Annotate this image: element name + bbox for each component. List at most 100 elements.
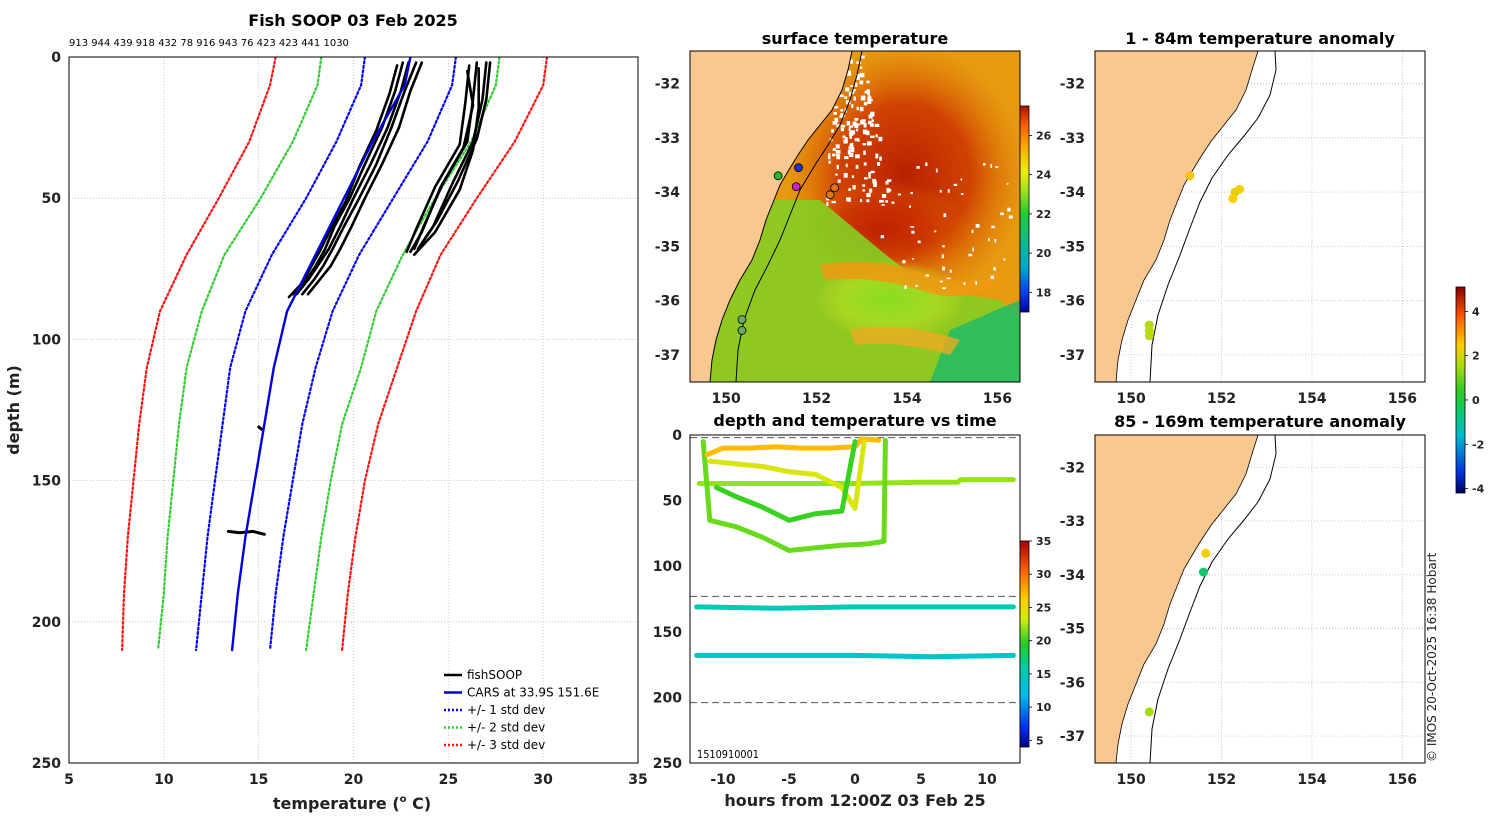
- fishsoop-profile: [420, 61, 492, 245]
- cloud-speck: [947, 189, 950, 193]
- anomaly-upper-points: [1144, 171, 1245, 341]
- anomaly-upper-land: [1095, 51, 1259, 382]
- map-ytick: -33: [655, 131, 680, 147]
- depth-time-track: [713, 439, 858, 523]
- cloud-speck: [835, 173, 838, 176]
- cloud-speck: [859, 80, 864, 85]
- cloud-speck: [878, 136, 883, 142]
- cloud-speck: [885, 181, 889, 185]
- sst-cold-shelf: [930, 300, 1020, 382]
- map-xtick: 150: [1117, 772, 1146, 788]
- cloud-speck: [875, 134, 878, 138]
- anomaly-lower-panel: 85 - 169m temperature anomaly 150 152 154 1…: [1060, 286, 1485, 788]
- station-marker: [791, 182, 801, 192]
- colorbar-ticklabel: 30: [1036, 568, 1052, 581]
- cloud-speck: [826, 197, 830, 201]
- land-mass: [690, 51, 852, 382]
- anomaly-point: [1185, 171, 1195, 181]
- cloud-speck: [853, 96, 856, 101]
- cloud-speck: [844, 156, 849, 160]
- map-xtick: 150: [712, 391, 741, 407]
- sst-colorbar-ticks: 18 20 22 24 26: [1029, 129, 1052, 299]
- cloud-speck: [866, 199, 870, 203]
- profile-grid: [69, 57, 638, 763]
- profile-xtick: 10: [154, 772, 174, 788]
- cloud-speck: [845, 100, 851, 105]
- cloud-speck: [870, 123, 874, 127]
- cloud-speck: [868, 172, 871, 177]
- cloud-speck: [867, 91, 870, 96]
- cloud-speck: [872, 180, 877, 185]
- depth-time-tracks: [694, 436, 1016, 660]
- cloud-speck: [860, 66, 863, 69]
- depth-time-title: depth and temperature vs time: [713, 411, 996, 430]
- cloud-speck: [863, 101, 868, 106]
- cloud-speck: [935, 168, 938, 173]
- cloud-speck: [843, 139, 848, 144]
- depth-time-xtick: 5: [916, 772, 926, 788]
- station-marker: [773, 171, 783, 181]
- cloud-speck: [1007, 207, 1011, 212]
- sst-orange-band: [820, 261, 1000, 297]
- cloud-speck: [854, 138, 859, 142]
- cloud-speck: [862, 184, 866, 187]
- station-marker: [794, 163, 803, 173]
- cloud-speck: [891, 201, 895, 204]
- profile-std2-high-line: [305, 57, 501, 652]
- map-ytick: -33: [1060, 131, 1085, 147]
- colorbar-ticklabel: 15: [1036, 668, 1051, 681]
- profile-title: Fish SOOP 03 Feb 2025: [248, 11, 457, 30]
- profile-ytick: 50: [42, 191, 62, 207]
- cloud-speck: [946, 277, 951, 280]
- cloud-speck: [864, 90, 868, 94]
- cloud-speck: [834, 106, 839, 109]
- cloud-speck: [849, 134, 852, 139]
- map-ytick: -35: [655, 239, 680, 255]
- temp-colorbar-ticks: 5 10 15 20 25 30 35: [1029, 535, 1052, 747]
- colorbar-ticklabel: 4: [1472, 305, 1480, 318]
- cloud-speck: [870, 170, 875, 174]
- cloud-speck: [885, 200, 888, 203]
- cloud-speck: [870, 99, 873, 102]
- fishsoop-profile: [405, 64, 471, 254]
- anomaly-upper-frame: [1094, 50, 1426, 383]
- map-ytick: -36: [1060, 675, 1085, 691]
- cloud-speck: [836, 155, 841, 160]
- depth-time-ytick: 50: [663, 494, 683, 510]
- cloud-speck: [866, 89, 870, 93]
- map-ytick: -35: [1060, 622, 1085, 638]
- cloud-speck: [866, 80, 870, 84]
- cloud-speck: [844, 96, 848, 99]
- station-marker: [825, 190, 835, 200]
- profile-xtick: 35: [628, 772, 647, 788]
- cloud-speck: [852, 89, 856, 92]
- cloud-speck: [870, 111, 875, 117]
- profile-std3-high-line: [341, 57, 549, 652]
- cloud-speck: [910, 226, 915, 228]
- cloud-speck: [837, 179, 841, 183]
- cloud-speck: [960, 178, 963, 181]
- cloud-speck: [875, 153, 879, 156]
- map-ytick: -37: [1060, 348, 1085, 364]
- depth-time-ytick: 150: [653, 625, 682, 641]
- cloud-speck: [849, 125, 853, 128]
- cloud-speck: [839, 94, 844, 97]
- cloud-speck: [982, 163, 986, 166]
- surface-map-stations: [737, 163, 840, 335]
- profile-ytick: 150: [32, 474, 61, 490]
- profile-std3-low-line: [120, 57, 277, 652]
- surface-map-panel: surface temperature 150 152 154 156 -32 -33 -3…: [655, 29, 1052, 407]
- temp-colorbar: [1019, 540, 1030, 748]
- cloud-speck: [953, 183, 958, 186]
- profile-ticks: 5 10 15 20 25 30 35 0 50 100 150 200 250: [32, 50, 648, 788]
- colorbar-ticklabel: -4: [1472, 483, 1485, 496]
- cloud-speck: [990, 275, 995, 279]
- coastline: [709, 51, 853, 382]
- cloud-speck: [843, 172, 848, 178]
- colorbar-ticklabel: 20: [1036, 635, 1052, 648]
- cloud-speck: [864, 177, 868, 180]
- cloud-speck: [840, 124, 846, 128]
- station-marker: [737, 315, 747, 324]
- cloud-speck: [828, 153, 831, 156]
